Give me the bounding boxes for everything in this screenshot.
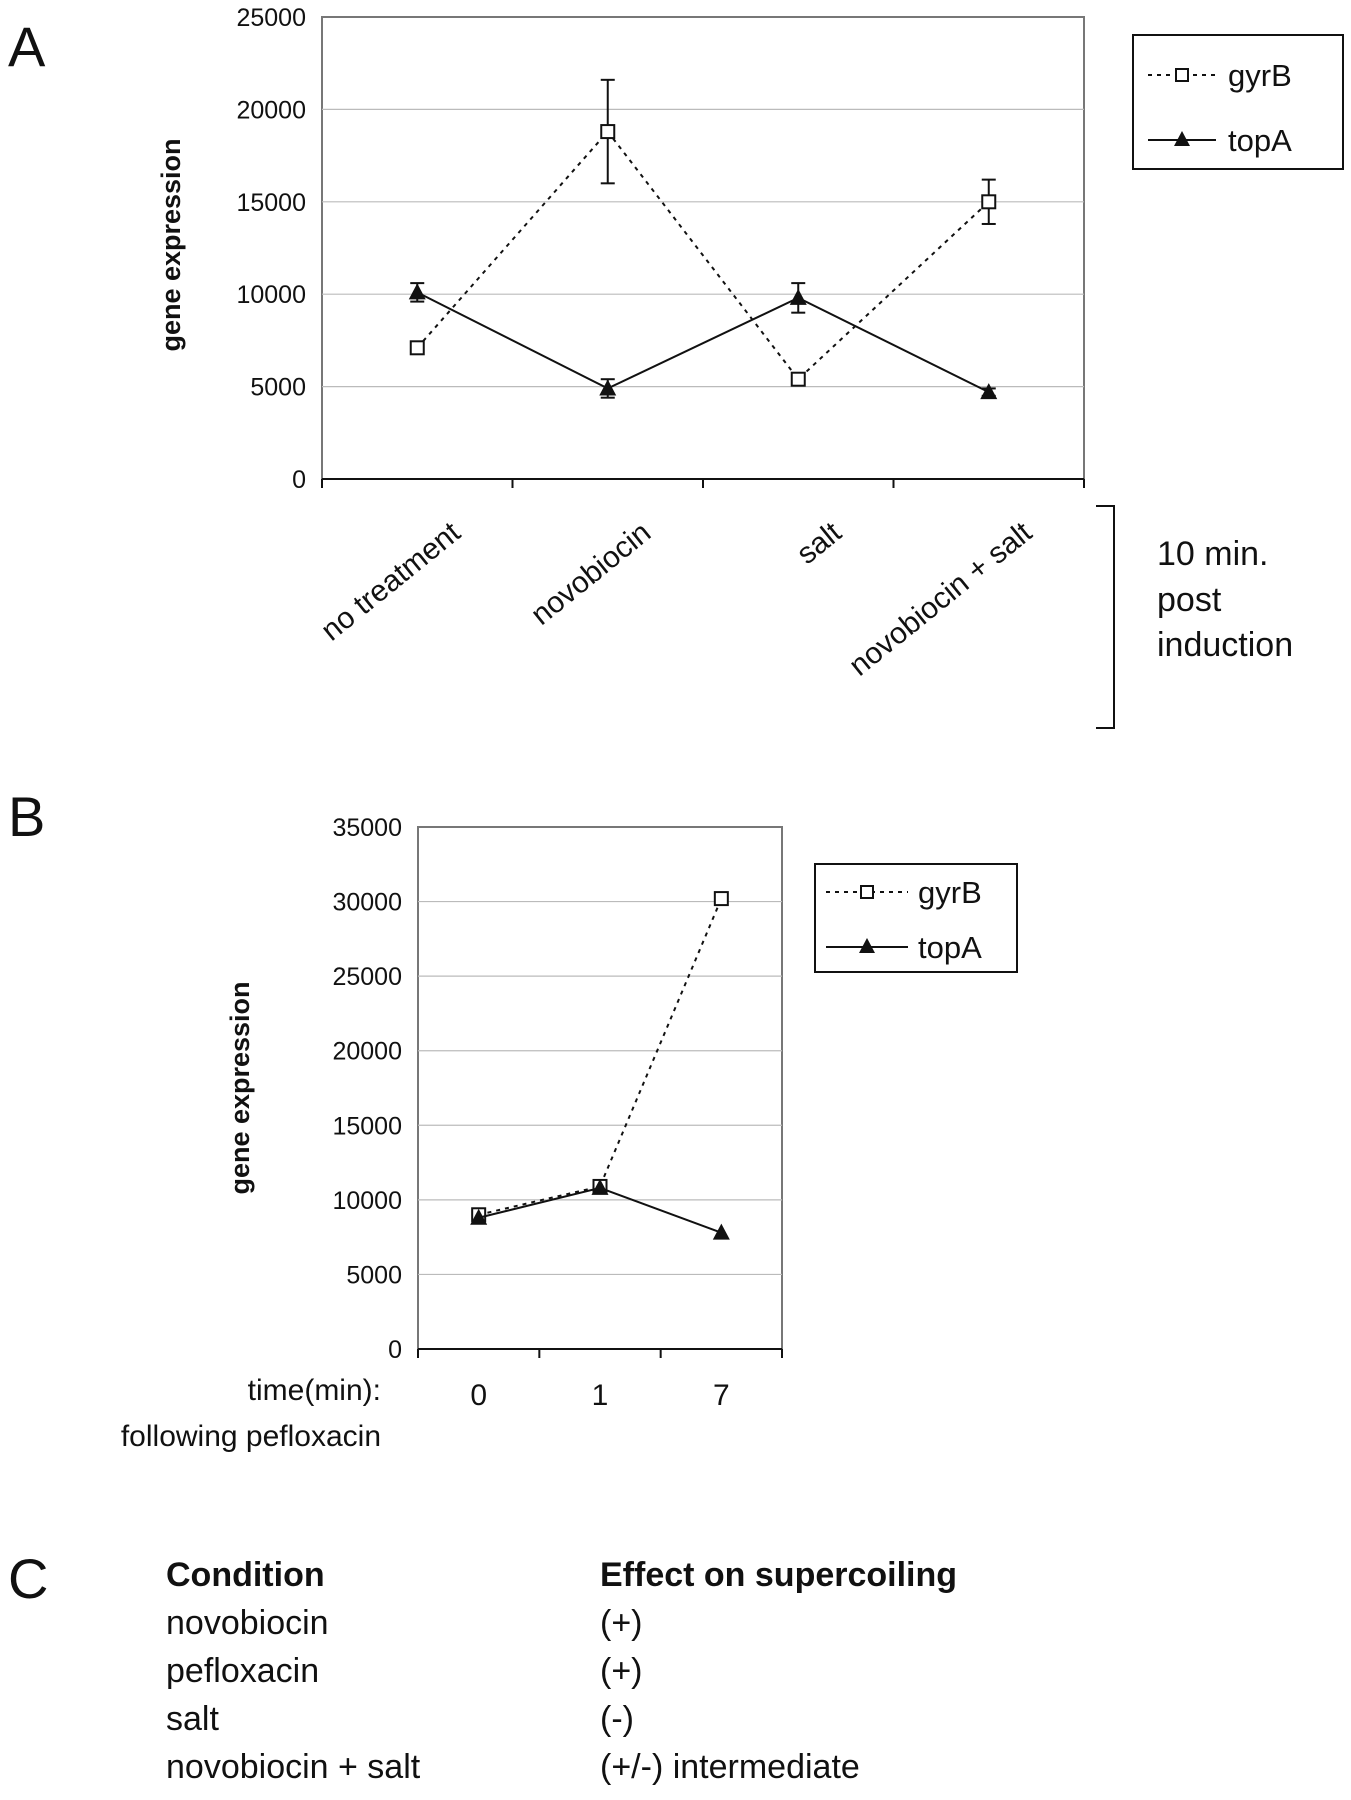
chart-a-series-gyrb-point — [790, 371, 806, 387]
table-header-condition: Condition — [166, 1556, 325, 1594]
chart-b-series-topa-point — [470, 1208, 488, 1225]
panel-c-letter: C — [8, 1547, 48, 1610]
chart-a-y-tick-label: 15000 — [236, 189, 306, 217]
legend-b-gyrb-label: gyrB — [918, 875, 982, 910]
chart-b-series-topa-point — [591, 1178, 609, 1195]
chart-b-y-tick-label: 15000 — [332, 1112, 402, 1140]
table-row-1-condition: novobiocin — [166, 1604, 329, 1642]
legend-b-topa-label: topA — [918, 930, 982, 965]
chart-a-series-gyrb-point — [981, 194, 997, 210]
chart-b-category-label: 0 — [470, 1379, 487, 1412]
table-row-1-effect: (+) — [600, 1604, 643, 1642]
bracket-line — [1096, 505, 1115, 729]
chart-a-category-label: novobiocin — [525, 516, 657, 632]
legend-topa-label: topA — [1228, 123, 1292, 158]
chart-a: 0 5000 10000 15000 20000 25000 no treatment no… — [156, 4, 1344, 729]
bracket-note-line-2: post — [1157, 581, 1222, 619]
chart-b-series-topa-point — [712, 1223, 730, 1240]
chart-a-series-topa-point — [789, 288, 807, 305]
panel-b-letter: B — [8, 785, 45, 848]
chart-a-legend-box — [1132, 34, 1344, 170]
legend-b-gyrb-marker — [860, 885, 874, 899]
chart-a-series-gyrb-point — [409, 340, 425, 356]
table-row-2-condition: pefloxacin — [166, 1652, 320, 1690]
legend-topa-marker — [1174, 131, 1190, 146]
chart-a-y-axis-label: gene expression — [156, 138, 186, 351]
chart-b-category-label: 7 — [713, 1379, 730, 1412]
bracket-note-line-3: induction — [1157, 626, 1293, 664]
chart-a-legend: gyrB topA — [1132, 34, 1344, 170]
chart-a-series-topa-point — [599, 379, 617, 396]
legend-gyrb-marker — [1175, 68, 1189, 82]
chart-a-category-label: no treatment — [315, 515, 467, 647]
chart-b-y-tick-label: 30000 — [332, 889, 402, 917]
chart-a-series-topa-line — [416, 291, 990, 394]
chart-a-plot-area — [321, 16, 1085, 480]
chart-a-bracket: 10 min. post induction — [1096, 505, 1293, 729]
table-row-3-effect: (-) — [600, 1700, 634, 1738]
chart-a-series-topa-point — [980, 383, 998, 400]
chart-b-y-tick-label: 5000 — [346, 1261, 402, 1289]
chart-b-legend: gyrB topA — [814, 863, 1018, 973]
chart-b-y-tick-label: 35000 — [332, 814, 402, 842]
table-header-effect: Effect on supercoiling — [600, 1556, 958, 1594]
chart-b-y-tick-label: 20000 — [332, 1038, 402, 1066]
chart-a-category-label: salt — [791, 515, 849, 570]
chart-a-series-gyrb-line — [416, 130, 990, 381]
chart-b-y-tick-label: 0 — [388, 1336, 402, 1364]
chart-a-y-tick-label: 20000 — [236, 96, 306, 124]
table-row-4-effect: (+/-) intermediate — [600, 1748, 860, 1786]
chart-a-category-label: novobiocin + salt — [843, 515, 1039, 682]
table-row-2-effect: (+) — [600, 1652, 643, 1690]
legend-b-topa-marker — [859, 938, 875, 953]
chart-a-y-tick-label: 25000 — [236, 4, 306, 32]
chart-a-series-topa-point — [408, 283, 426, 300]
chart-b-y-tick-label: 10000 — [332, 1187, 402, 1215]
bracket-note-line-1: 10 min. — [1157, 535, 1269, 573]
chart-a-series-gyrb-point — [600, 124, 616, 140]
chart-a-y-tick-label: 5000 — [250, 374, 306, 402]
chart-b-series-gyrb-point — [713, 891, 729, 907]
chart-b-x-axis-label-line-2: following pefloxacin — [121, 1420, 381, 1453]
table-row-4-condition: novobiocin + salt — [166, 1748, 421, 1786]
chart-a-y-tick-label: 10000 — [236, 281, 306, 309]
chart-b-y-tick-label: 25000 — [332, 963, 402, 991]
table-row-3-condition: salt — [166, 1700, 219, 1738]
chart-b-legend-box — [814, 863, 1018, 973]
chart-a-y-tick-label: 0 — [292, 466, 306, 494]
panel-a-letter: A — [8, 15, 46, 78]
chart-b-x-axis-label-line-1: time(min): — [248, 1374, 381, 1407]
chart-b-series-gyrb-line — [478, 898, 723, 1216]
legend-gyrb-label: gyrB — [1228, 58, 1292, 93]
chart-b-category-label: 1 — [592, 1379, 609, 1412]
chart-b-y-axis-label: gene expression — [225, 981, 255, 1194]
